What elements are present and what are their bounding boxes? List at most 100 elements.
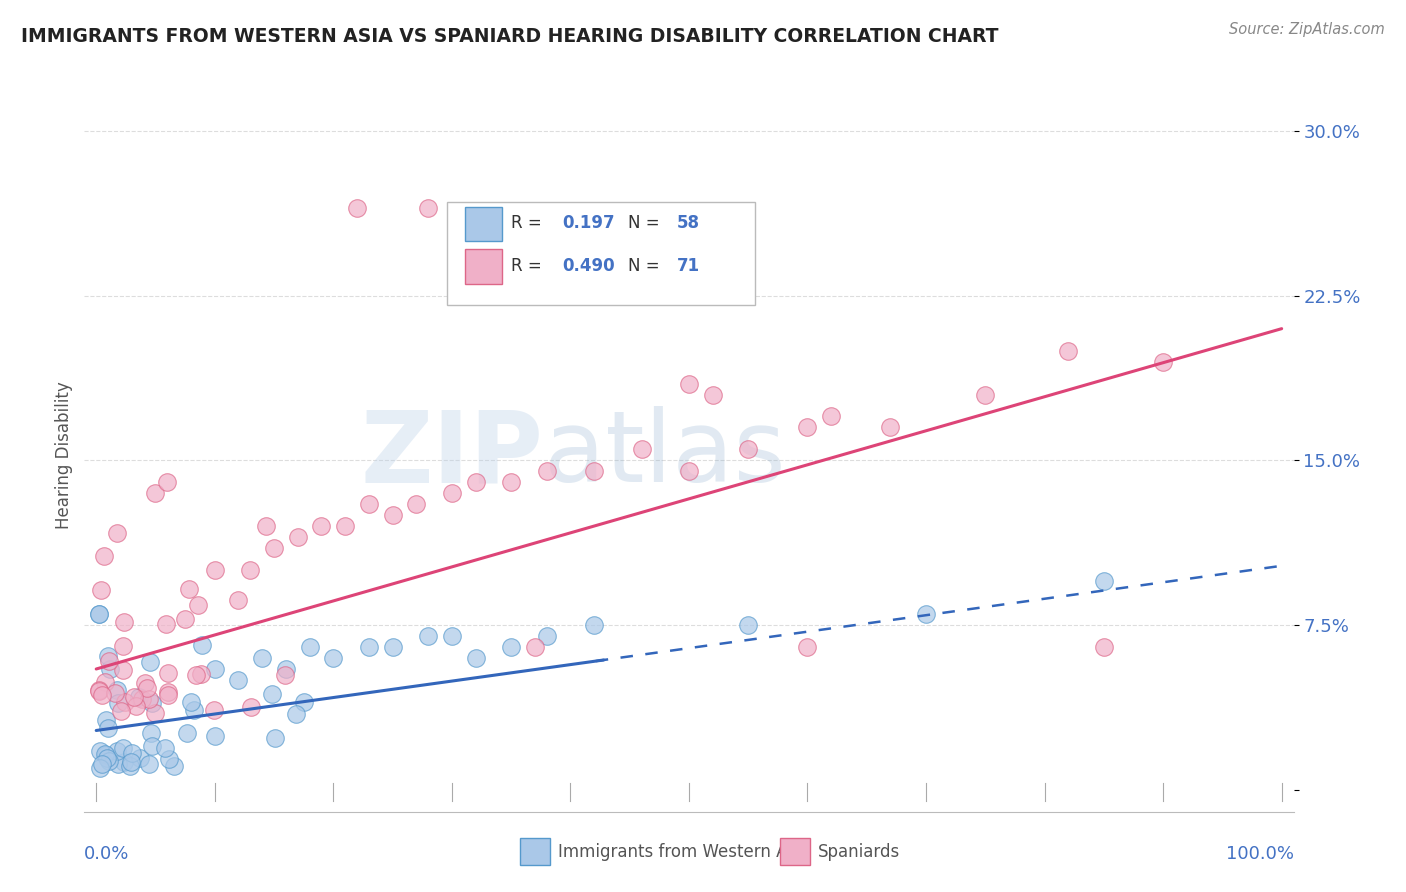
Point [105,683,128,698]
Point [153,741,176,756]
Text: 71: 71 [676,257,700,275]
Point [357,497,380,511]
Point [190,666,212,681]
Point [141,696,163,710]
Point [440,629,463,643]
Point [138,692,160,706]
Point [139,726,162,740]
Text: 100.0%: 100.0% [1226,845,1294,863]
Point [114,695,136,709]
Text: 0.0%: 0.0% [84,845,129,863]
Point [501,640,523,654]
Point [678,464,700,478]
Point [311,519,333,533]
Point [97,648,120,663]
Point [94,675,117,690]
Point [179,582,201,596]
Point [156,688,179,702]
Text: N =: N = [628,257,665,275]
Point [187,598,209,612]
Point [274,667,297,681]
Point [174,612,197,626]
Point [112,741,135,756]
Point [112,755,135,769]
Point [125,698,148,713]
Point [322,651,344,665]
Point [915,607,938,621]
Point [89,744,111,758]
Point [820,409,842,424]
Point [134,676,156,690]
Point [298,640,321,654]
Point [202,703,225,717]
Text: 0.490: 0.490 [562,257,614,275]
Point [287,530,309,544]
Point [240,699,263,714]
Point [180,695,202,709]
Point [263,731,285,745]
Point [523,640,546,654]
Text: R =: R = [512,257,547,275]
Point [118,758,141,772]
Point [796,420,818,434]
Point [879,420,901,434]
Point [157,665,180,680]
Text: IMMIGRANTS FROM WESTERN ASIA VS SPANIARD HEARING DISABILITY CORRELATION CHART: IMMIGRANTS FROM WESTERN ASIA VS SPANIARD… [21,27,998,45]
Point [98,754,121,768]
Point [226,593,249,607]
Point [1092,574,1115,589]
Text: 0.197: 0.197 [562,214,614,232]
Text: atlas: atlas [544,407,786,503]
Point [105,525,128,540]
Point [239,563,262,577]
Point [1152,354,1174,368]
Point [96,751,118,765]
Point [464,651,486,665]
Text: N =: N = [628,214,665,232]
Point [285,706,308,721]
Point [381,508,404,523]
Point [89,760,111,774]
Point [176,726,198,740]
Point [702,387,724,401]
Point [678,376,700,391]
Point [254,519,277,533]
Point [135,681,157,695]
Point [112,640,135,654]
Point [121,747,143,761]
Point [536,629,558,643]
Point [974,387,997,401]
Point [87,607,110,622]
Point [186,668,208,682]
Point [105,743,128,757]
Point [90,688,112,702]
FancyBboxPatch shape [465,207,502,241]
Point [418,201,440,215]
Point [1092,640,1115,654]
Point [155,616,177,631]
Point [129,751,152,765]
Point [262,687,284,701]
Point [418,629,440,643]
Point [440,486,463,500]
Point [204,662,226,676]
Point [122,690,145,704]
Point [157,752,180,766]
Point [1057,343,1080,358]
Point [157,685,180,699]
Point [274,662,297,676]
Point [87,684,110,698]
Text: ZIP: ZIP [361,407,544,503]
Point [91,757,114,772]
Point [464,475,486,490]
Point [796,640,818,654]
Point [143,706,166,720]
Text: Immigrants from Western Asia: Immigrants from Western Asia [558,843,811,861]
Point [191,638,214,652]
Point [737,442,759,457]
Y-axis label: Hearing Disability: Hearing Disability [55,381,73,529]
Point [90,583,112,598]
Point [536,464,558,478]
Point [204,729,226,743]
Point [131,691,153,706]
